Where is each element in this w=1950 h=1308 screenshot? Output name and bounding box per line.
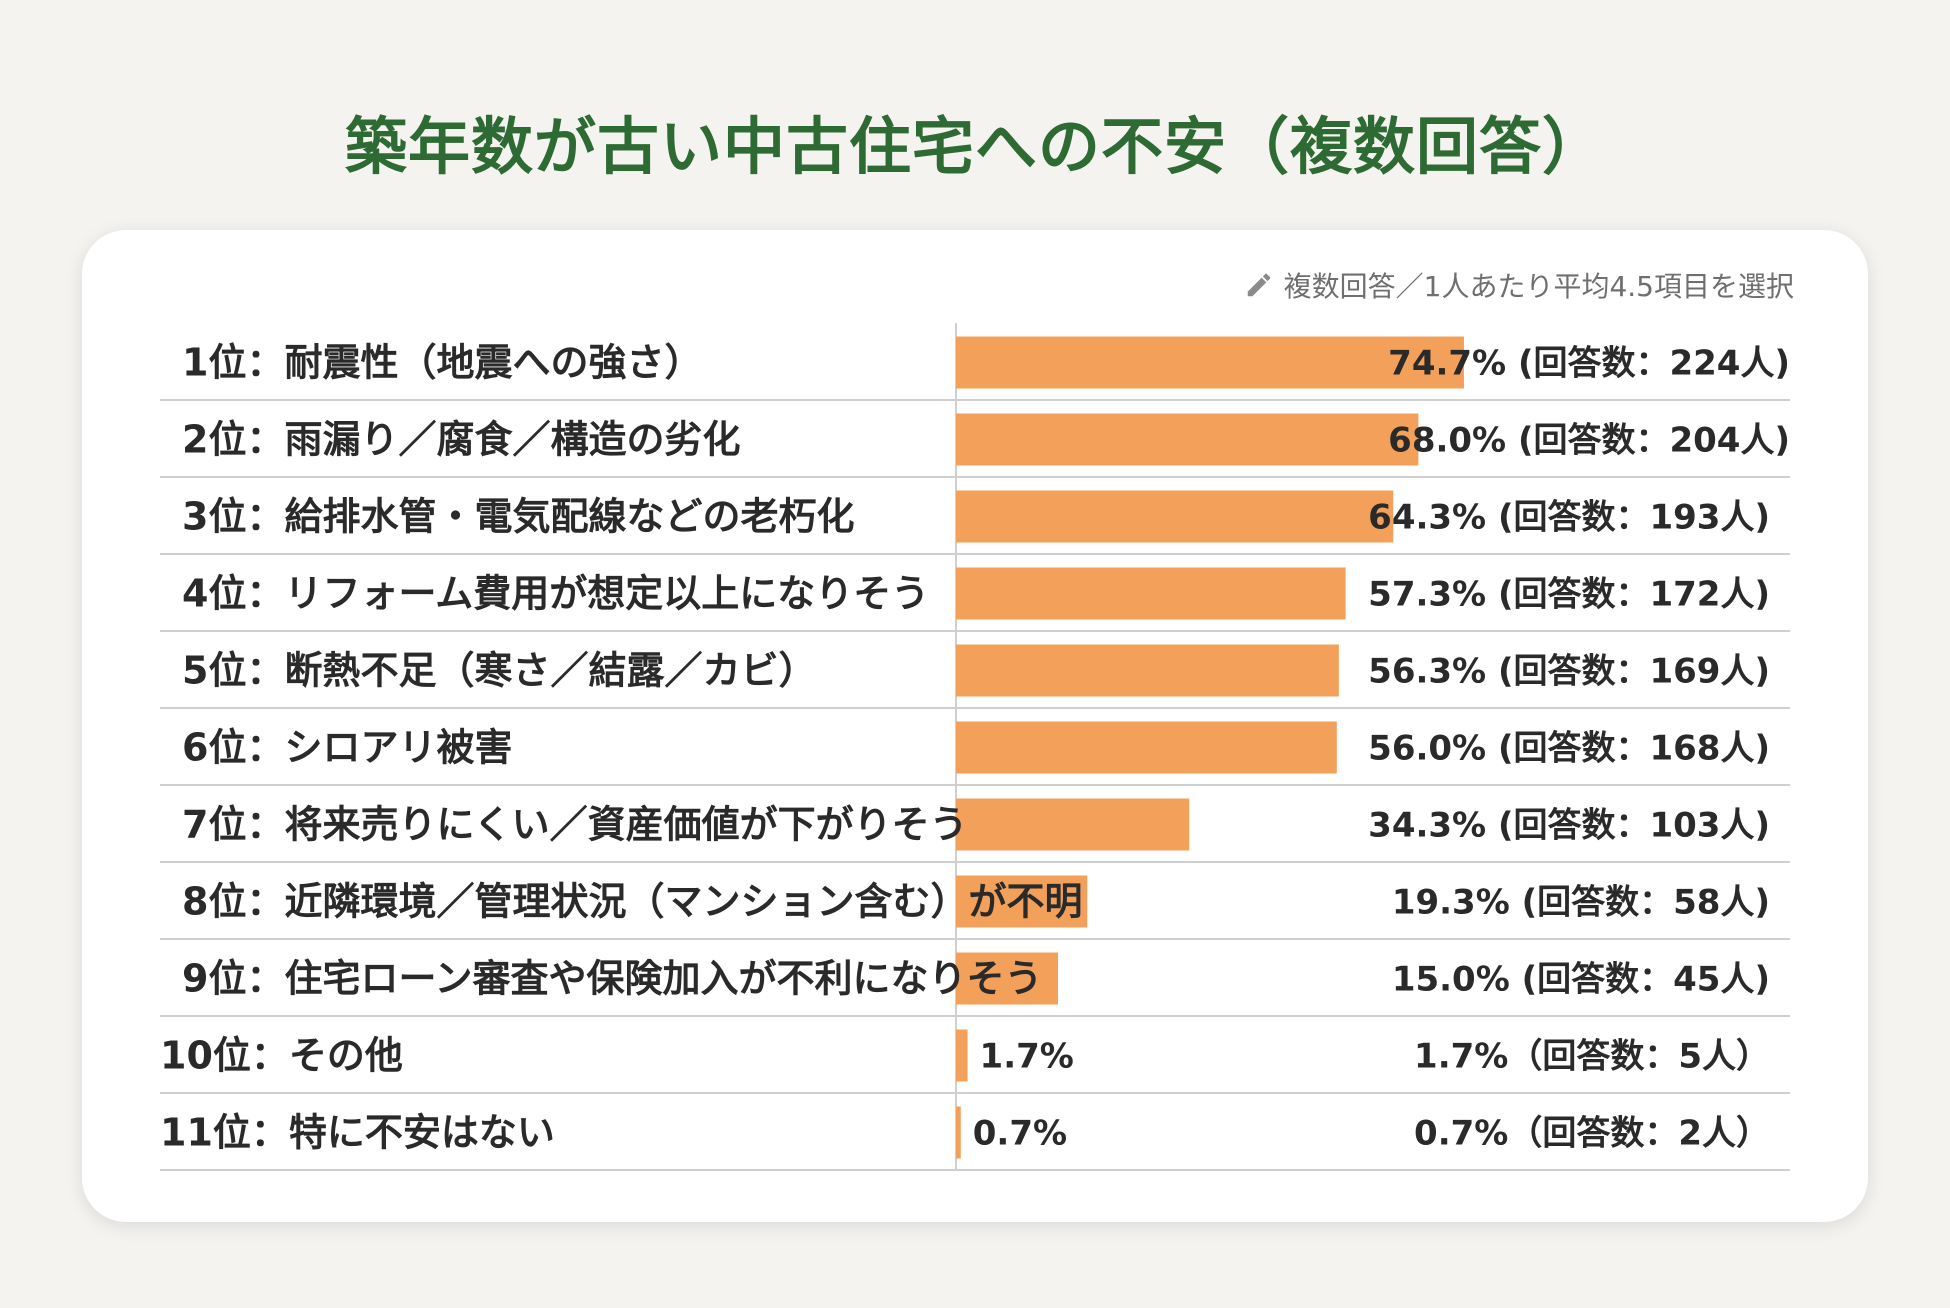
value-label: 56.0% (回答数：168人): [1368, 729, 1770, 769]
category-label: 5位：断熱不足（寒さ／結露／カビ）: [182, 649, 816, 693]
category-label: 11位：特に不安はない: [160, 1111, 555, 1155]
value-label: 0.7%（回答数：2人）: [1414, 1114, 1770, 1154]
value-label: 56.3% (回答数：169人): [1368, 652, 1770, 692]
bar: [956, 875, 1088, 928]
value-label: 19.3% (回答数：58人): [1392, 883, 1770, 923]
value-label: 68.0% (回答数：204人): [1388, 421, 1790, 461]
bar: [956, 721, 1337, 774]
category-label: 10位：その他: [160, 1034, 403, 1078]
value-label: 1.7%（回答数：5人）: [1414, 1037, 1770, 1077]
bar: [956, 1029, 968, 1082]
inline-value-label: 1.7%: [980, 1037, 1074, 1077]
inline-value-label: 0.7%: [973, 1114, 1067, 1154]
subtitle-note: 複数回答／1人あたり平均4.5項目を選択: [1244, 265, 1794, 305]
bar: [956, 798, 1190, 851]
value-label: 57.3% (回答数：172人): [1368, 575, 1770, 615]
value-label: 34.3% (回答数：103人): [1368, 806, 1770, 846]
bar: [956, 644, 1339, 697]
bar: [956, 1106, 961, 1159]
subtitle-text: 複数回答／1人あたり平均4.5項目を選択: [1283, 270, 1794, 303]
value-label: 15.0% (回答数：45人): [1392, 960, 1770, 1000]
category-label: 7位：将来売りにくい／資産価値が下がりそう: [182, 803, 968, 847]
bar: [956, 952, 1058, 1005]
chart-title: 築年数が古い中古住宅への不安（複数回答）: [344, 110, 1605, 183]
category-label: 8位：近隣環境／管理状況（マンション含む）が不明: [182, 880, 1082, 924]
bar: [956, 567, 1346, 620]
category-label: 2位：雨漏り／腐食／構造の劣化: [182, 418, 740, 462]
bar: [956, 336, 1464, 389]
bar: [956, 490, 1394, 543]
value-label: 74.7% (回答数：224人): [1388, 344, 1790, 384]
bar: [956, 413, 1419, 466]
value-label: 64.3% (回答数：193人): [1368, 498, 1770, 538]
category-label: 3位：給排水管・電気配線などの老朽化: [182, 495, 854, 539]
category-label: 6位：シロアリ被害: [182, 726, 512, 770]
category-label: 1位：耐震性（地震への強さ）: [182, 341, 702, 385]
pencil-icon: [1244, 270, 1274, 300]
category-label: 9位：住宅ローン審査や保険加入が不利になりそう: [182, 957, 1043, 1001]
category-label: 4位：リフォーム費用が想定以上になりそう: [182, 572, 929, 616]
